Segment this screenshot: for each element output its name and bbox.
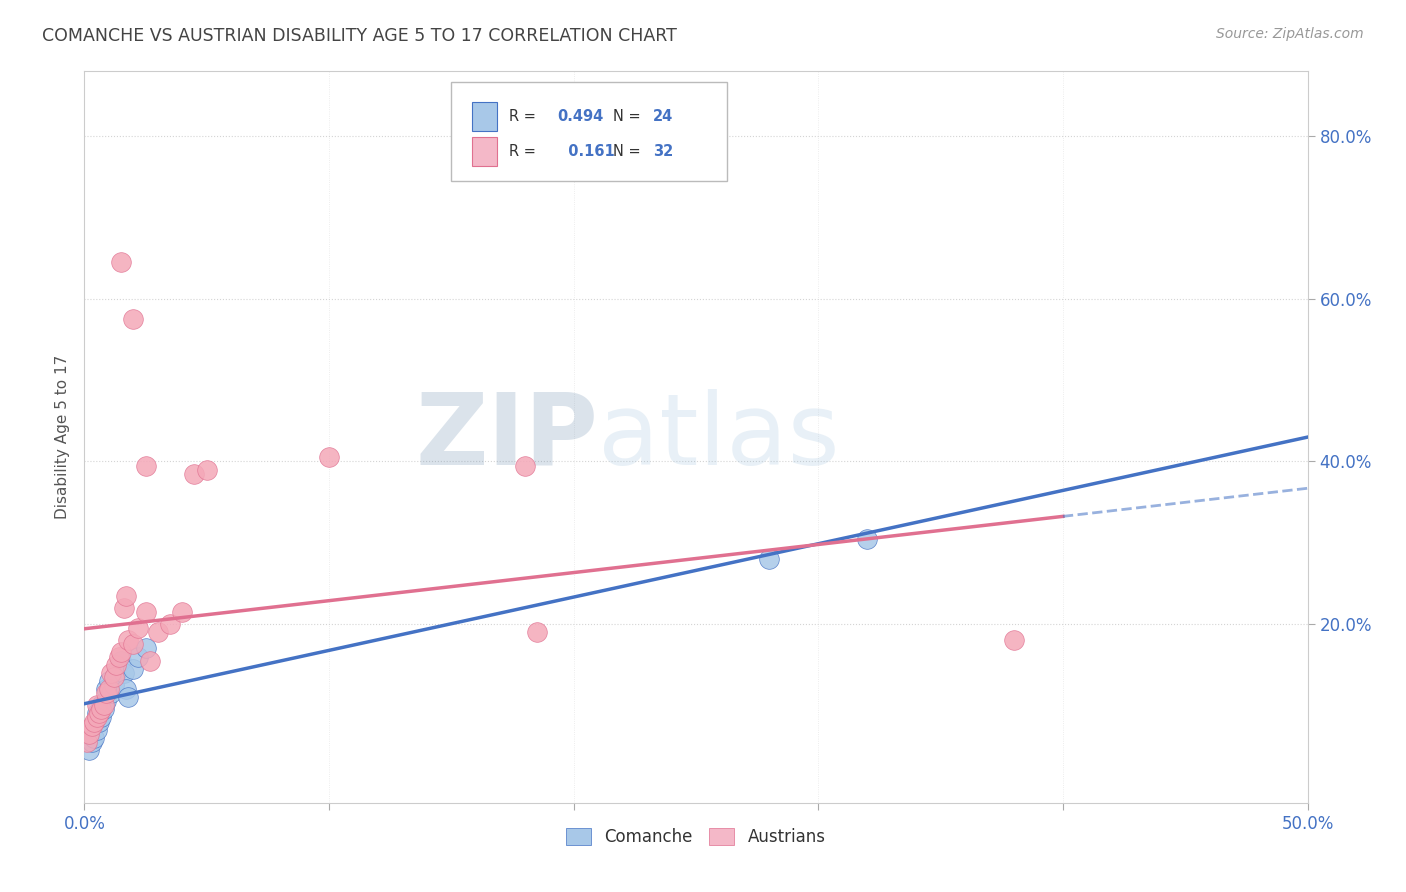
Point bbox=[83, 714, 105, 729]
Point bbox=[318, 450, 340, 465]
Point bbox=[112, 665, 135, 680]
Point bbox=[77, 743, 100, 757]
Point bbox=[77, 727, 100, 741]
Point bbox=[127, 621, 149, 635]
Point bbox=[96, 694, 118, 708]
FancyBboxPatch shape bbox=[472, 102, 496, 131]
Point bbox=[122, 637, 145, 651]
Text: 32: 32 bbox=[654, 145, 673, 160]
Point bbox=[127, 649, 149, 664]
Point bbox=[100, 665, 122, 680]
Point bbox=[115, 589, 138, 603]
Point bbox=[105, 657, 128, 672]
Point bbox=[135, 605, 157, 619]
Point bbox=[90, 702, 112, 716]
Point bbox=[110, 645, 132, 659]
Point bbox=[86, 706, 108, 721]
Point bbox=[122, 662, 145, 676]
Text: 24: 24 bbox=[654, 109, 673, 124]
Point bbox=[90, 698, 112, 713]
Point bbox=[93, 698, 115, 713]
Point bbox=[1002, 633, 1025, 648]
Text: N =: N = bbox=[613, 109, 640, 124]
Point bbox=[97, 681, 120, 696]
Point bbox=[86, 698, 108, 713]
Point bbox=[122, 312, 145, 326]
Point bbox=[146, 625, 169, 640]
Point bbox=[83, 731, 105, 745]
FancyBboxPatch shape bbox=[451, 82, 727, 181]
Point bbox=[87, 714, 110, 729]
Point bbox=[80, 718, 103, 732]
Point bbox=[172, 605, 194, 619]
Text: ZIP: ZIP bbox=[415, 389, 598, 485]
Text: Source: ZipAtlas.com: Source: ZipAtlas.com bbox=[1216, 27, 1364, 41]
Text: COMANCHE VS AUSTRIAN DISABILITY AGE 5 TO 17 CORRELATION CHART: COMANCHE VS AUSTRIAN DISABILITY AGE 5 TO… bbox=[42, 27, 678, 45]
Point bbox=[183, 467, 205, 481]
Point bbox=[135, 641, 157, 656]
Text: R =: R = bbox=[509, 145, 536, 160]
Point bbox=[80, 735, 103, 749]
Point bbox=[97, 673, 120, 688]
Point bbox=[103, 670, 125, 684]
Point bbox=[96, 681, 118, 696]
FancyBboxPatch shape bbox=[472, 137, 496, 167]
Point bbox=[117, 690, 139, 705]
Point bbox=[195, 462, 218, 476]
Point bbox=[110, 255, 132, 269]
Text: R =: R = bbox=[509, 109, 536, 124]
Point bbox=[86, 710, 108, 724]
Y-axis label: Disability Age 5 to 17: Disability Age 5 to 17 bbox=[55, 355, 70, 519]
Text: N =: N = bbox=[613, 145, 640, 160]
Point bbox=[758, 552, 780, 566]
Point bbox=[159, 617, 181, 632]
Point bbox=[76, 735, 98, 749]
Point bbox=[90, 710, 112, 724]
Point bbox=[86, 723, 108, 737]
Point bbox=[513, 458, 536, 473]
Legend: Comanche, Austrians: Comanche, Austrians bbox=[560, 822, 832, 853]
Text: atlas: atlas bbox=[598, 389, 839, 485]
Point bbox=[117, 633, 139, 648]
Point bbox=[856, 532, 879, 546]
Text: 0.161: 0.161 bbox=[558, 145, 614, 160]
Point bbox=[93, 702, 115, 716]
Point bbox=[110, 654, 132, 668]
Point bbox=[112, 600, 135, 615]
Point bbox=[96, 686, 118, 700]
Point bbox=[87, 706, 110, 721]
Point bbox=[107, 649, 129, 664]
Point bbox=[103, 678, 125, 692]
Point bbox=[115, 681, 138, 696]
Point bbox=[135, 458, 157, 473]
Point bbox=[100, 686, 122, 700]
Point bbox=[139, 654, 162, 668]
Point bbox=[105, 665, 128, 680]
Text: 0.494: 0.494 bbox=[558, 109, 605, 124]
Point bbox=[526, 625, 548, 640]
